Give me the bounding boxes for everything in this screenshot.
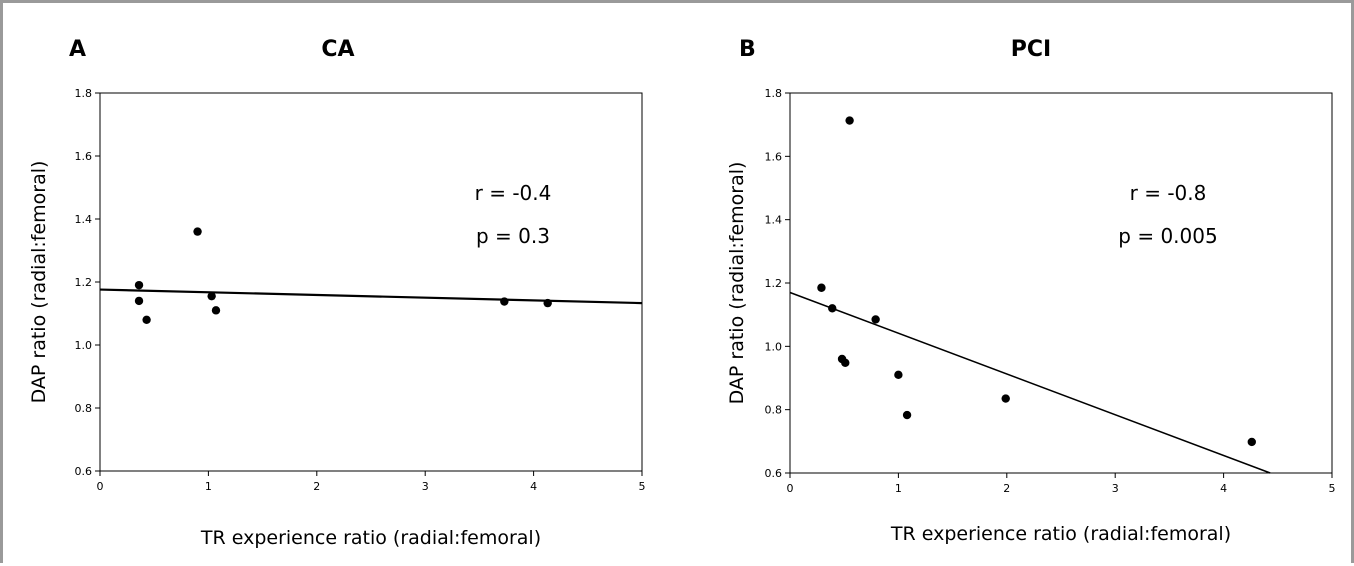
chart-canvas: A CA 0.6 0.8 1.0 1.2 1.4 1.6 1.8 0 1 2 3 4 5 r = -0… [28,37,1336,549]
y-tick-label: 0.6 [75,465,93,478]
y-tick-label: 1.8 [75,87,93,100]
p-value: p = 0.005 [1118,224,1217,248]
r-value: r = -0.8 [1130,181,1207,205]
chart-title: PCI [1011,37,1051,62]
y-tick-label: 1.8 [765,87,783,100]
data-point [142,315,151,324]
x-tick-label: 0 [787,482,794,495]
data-points [817,116,1256,447]
data-point [134,280,144,290]
data-point [1001,394,1010,403]
panel-b: B PCI 0.6 0.8 1.0 1.2 1.4 1.6 1.8 0 1 2 3 4 5 r = -… [726,37,1336,545]
y-tick-label: 0.8 [765,404,783,417]
data-point [871,315,880,324]
y-tick-label: 1.4 [75,213,93,226]
y-tick-label: 1.0 [75,339,93,352]
x-tick-label: 2 [1003,482,1010,495]
plot-area-frame [99,92,643,472]
panel-letter: B [739,37,756,62]
x-tick-labels: 0 1 2 3 4 5 [97,471,646,493]
panel-a: A CA 0.6 0.8 1.0 1.2 1.4 1.6 1.8 0 1 2 3 4 5 r = -0… [28,37,646,549]
x-axis-label: TR experience ratio (radial:femoral) [890,523,1231,545]
x-tick-label: 1 [205,480,212,493]
y-tick-label: 1.2 [75,276,93,289]
x-tick-label: 5 [639,480,646,493]
y-tick-label: 1.6 [765,150,783,163]
y-tick-label: 1.2 [765,277,783,290]
y-tick-label: 1.4 [765,214,783,227]
y-tick-label: 1.6 [75,150,93,163]
x-tick-label: 0 [97,480,104,493]
x-tick-label: 4 [530,480,537,493]
data-point [211,306,221,315]
data-point [817,283,826,292]
fit-line-group [789,291,1271,474]
x-tick-label: 4 [1220,482,1227,495]
y-tick-labels: 0.6 0.8 1.0 1.2 1.4 1.6 1.8 [75,87,100,478]
data-point [894,370,903,380]
y-tick-label: 1.0 [765,340,783,353]
x-tick-label: 3 [422,480,429,493]
regression-line [99,288,643,305]
y-axis-label: DAP ratio (radial:femoral) [28,161,50,404]
y-tick-label: 0.8 [75,402,93,415]
fit-line-group [99,288,643,305]
data-point [207,291,216,301]
y-tick-labels: 0.6 0.8 1.0 1.2 1.4 1.6 1.8 [765,87,790,480]
x-axis-label: TR experience ratio (radial:femoral) [200,527,541,549]
data-points [134,227,552,324]
data-point [828,304,837,313]
data-point [845,116,854,125]
x-tick-label: 5 [1329,482,1336,495]
data-point [841,358,850,367]
data-point [902,410,912,420]
r-value: r = -0.4 [475,181,552,205]
x-tick-labels: 0 1 2 3 4 5 [787,473,1336,495]
chart-title: CA [321,37,354,62]
data-point [500,297,509,306]
x-tick-label: 3 [1112,482,1119,495]
y-tick-label: 0.6 [765,467,783,480]
regression-line [789,291,1271,474]
panel-letter: A [69,37,86,62]
x-tick-label: 1 [895,482,902,495]
plot-area-frame [789,92,1333,474]
data-point [1247,437,1256,447]
data-point [193,227,202,236]
p-value: p = 0.3 [476,224,550,248]
x-tick-label: 2 [313,480,320,493]
data-point [543,298,552,308]
y-axis-label: DAP ratio (radial:femoral) [726,162,748,405]
data-point [134,296,144,306]
